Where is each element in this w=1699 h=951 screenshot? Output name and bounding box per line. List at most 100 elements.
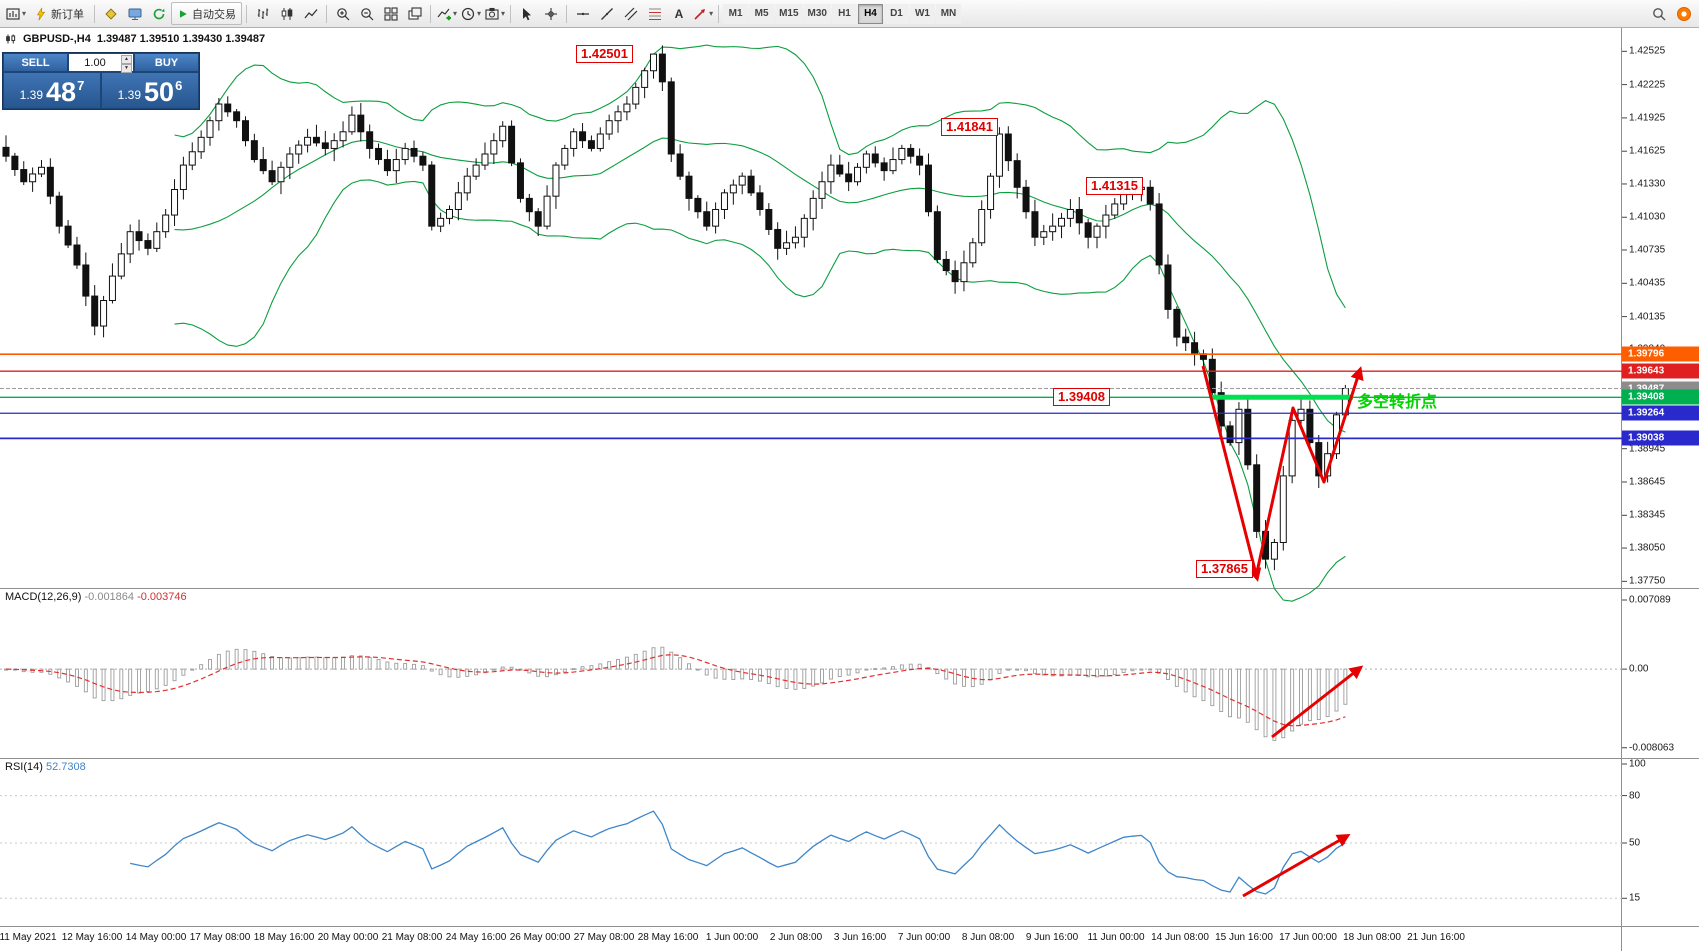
buy-price-button[interactable]: 1.39 50 6 [101,72,199,109]
toolbar-separator [246,4,248,23]
cascade-windows-icon [407,6,422,20]
main-toolbar: ▾ 新订单 自动交易 [0,0,1699,28]
community-button[interactable] [1672,2,1695,25]
zoom-in-icon [336,7,349,20]
channel-tool-button[interactable] [619,2,642,25]
trendline-icon [600,7,613,20]
search-button[interactable] [1647,2,1670,25]
buy-button[interactable]: BUY [134,53,199,72]
volume-stepper: ▲ ▼ [121,55,132,73]
zoom-in-button[interactable] [331,2,354,25]
profiles-button[interactable] [123,2,146,25]
new-chart-button[interactable]: ▾ [4,2,27,25]
timeframe-d1-button[interactable]: D1 [883,3,909,24]
rsi-label: RSI(14) 52.7308 [5,761,86,773]
buy-price-big: 50 [144,77,175,107]
new-order-button[interactable]: 新订单 [28,2,90,25]
volume-down-button[interactable]: ▼ [121,64,132,73]
buy-price-prefix: 1.39 [117,88,142,102]
timeframe-m15-button[interactable]: M15 [775,3,803,24]
text-icon: A [674,7,683,21]
chevron-down-icon: ▾ [709,9,714,18]
cursor-button[interactable] [515,2,538,25]
toolbar-separator [566,4,568,23]
lightning-icon [36,7,46,20]
macd-signal-value: -0.003746 [137,591,187,603]
clock-icon [461,7,475,20]
auto-trading-button[interactable]: 自动交易 [171,2,243,25]
timeframe-h4-button[interactable]: H4 [857,3,883,24]
sell-price-prefix: 1.39 [19,88,44,102]
compass-icon [104,7,117,20]
templates-button[interactable]: ▾ [483,2,506,25]
timeframe-m5-button[interactable]: M5 [749,3,775,24]
buy-price-sup: 6 [175,78,183,93]
sell-price-sup: 7 [77,78,85,93]
snapshot-icon [485,7,499,20]
monitor-icon [128,8,142,20]
volume-value: 1.00 [84,56,106,69]
horizontal-line-icon [576,12,589,15]
chart-title: GBPUSD-,H4 1.39487 1.39510 1.39430 1.394… [5,33,265,45]
ohlc-bars-icon [257,8,268,19]
tile-windows-icon [383,6,398,21]
toolbar-separator [718,4,720,23]
chart-tab-icon [6,34,16,44]
macd-name: MACD(12,26,9) [5,591,82,603]
new-chart-icon [6,7,20,20]
cascade-windows-button[interactable] [403,2,426,25]
play-icon [180,9,187,18]
cycle-icon [153,8,165,19]
timeframe-m30-button[interactable]: M30 [803,3,831,24]
zoom-out-button[interactable] [355,2,378,25]
arrow-shape-icon [694,8,706,20]
toolbar-separator [430,4,432,23]
cursor-icon [522,7,531,20]
sell-price-button[interactable]: 1.39 48 7 [3,72,101,109]
chevron-down-icon: ▾ [22,9,27,18]
fibonacci-icon [648,8,661,20]
tile-windows-button[interactable] [379,2,402,25]
hline-tool-button[interactable] [571,2,594,25]
search-icon [1652,7,1665,20]
chevron-down-icon: ▾ [453,9,458,18]
trendline-tool-button[interactable] [595,2,618,25]
chevron-down-icon: ▾ [501,9,506,18]
volume-field[interactable]: 1.00 ▲ ▼ [68,53,134,73]
toolbar-separator [510,4,512,23]
candles-icon [281,7,292,20]
fibonacci-tool-button[interactable] [643,2,666,25]
timeframe-mn-button[interactable]: MN [935,3,961,24]
channel-icon [624,7,637,20]
rsi-name: RSI(14) [5,761,43,773]
sell-price-big: 48 [46,77,77,107]
compass-button[interactable] [99,2,122,25]
zoom-out-icon [360,7,373,20]
community-icon [1676,6,1691,21]
one-click-trading-panel: SELL 1.00 ▲ ▼ BUY 1.39 48 7 1.39 50 6 [2,52,200,110]
line-chart-button[interactable] [299,2,322,25]
bar-chart-button[interactable] [251,2,274,25]
volume-up-button[interactable]: ▲ [121,55,132,64]
macd-label: MACD(12,26,9) -0.001864 -0.003746 [5,591,187,603]
indicators-button[interactable]: ▾ [435,2,458,25]
text-tool-button[interactable]: A [667,2,690,25]
rsi-value: 52.7308 [45,761,86,773]
timeframe-m1-button[interactable]: M1 [723,3,749,24]
sell-button[interactable]: SELL [3,53,68,72]
chevron-down-icon: ▾ [477,9,482,18]
crosshair-button[interactable] [539,2,562,25]
new-order-label: 新订单 [51,8,85,21]
timeframe-w1-button[interactable]: W1 [909,3,935,24]
symbol-timeframe-label: GBPUSD-,H4 [23,33,91,45]
timeframe-h1-button[interactable]: H1 [831,3,857,24]
ohlc-values: 1.39487 1.39510 1.39430 1.39487 [96,33,266,45]
svg-text:A: A [674,7,683,21]
arrows-tool-button[interactable]: ▾ [691,2,714,25]
indicator-plus-icon [437,8,452,20]
periods-button[interactable]: ▾ [459,2,482,25]
refresh-button[interactable] [147,2,170,25]
candlestick-chart-button[interactable] [275,2,298,25]
